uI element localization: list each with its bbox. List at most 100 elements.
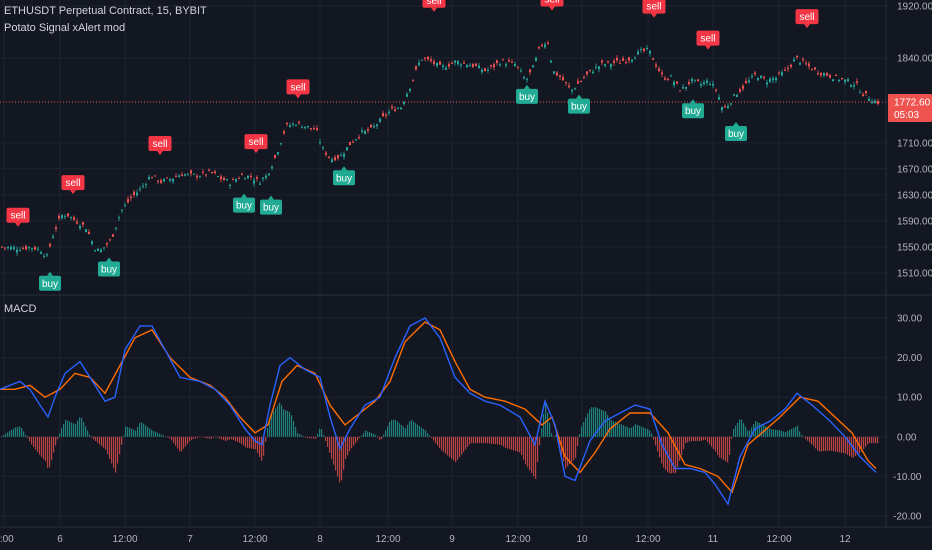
- histogram-bar: [659, 436, 661, 458]
- histogram-bar: [639, 425, 641, 437]
- histogram-bar: [821, 436, 823, 452]
- time-axis[interactable]: 4:00 6 12:00 7 12:00 8 12:00 9 12:00 10 12:00 11 12:…: [0, 534, 851, 545]
- histogram-bar: [291, 415, 293, 437]
- candle-body: [877, 101, 879, 105]
- histogram-bar: [313, 436, 315, 439]
- candle-body: [751, 75, 753, 78]
- candle-body: [121, 209, 123, 211]
- histogram-bar: [433, 436, 435, 441]
- candle-body: [46, 254, 48, 256]
- histogram-bar: [37, 436, 39, 453]
- candle-body: [37, 248, 39, 250]
- histogram-bar: [855, 436, 857, 456]
- candle-body: [712, 83, 714, 86]
- histogram-bar: [167, 436, 169, 438]
- candle-body: [619, 62, 621, 64]
- price-tag: 1772.60 05:03: [888, 93, 932, 122]
- histogram-bar: [833, 436, 835, 452]
- candle-body: [403, 101, 405, 105]
- histogram-bar: [77, 420, 79, 437]
- histogram-bar: [655, 436, 657, 446]
- histogram-bar: [485, 436, 487, 444]
- candle-body: [289, 125, 291, 127]
- histogram-bar: [607, 414, 609, 437]
- candle-body: [679, 90, 681, 92]
- candle-body: [676, 81, 678, 84]
- macd-title[interactable]: MACD: [4, 303, 37, 315]
- price-axis[interactable]: 1920.00 1840.00 1710.00 1670.00 1630.00 1590.…: [897, 2, 932, 280]
- candle-body: [583, 77, 585, 79]
- histogram-bar: [369, 432, 371, 437]
- candle-body: [538, 46, 540, 49]
- histogram-bar: [711, 436, 713, 447]
- candle-body: [295, 125, 297, 127]
- histogram-bar: [159, 433, 161, 437]
- candle-body: [343, 153, 345, 157]
- price-tag-value: 1772.60: [894, 97, 931, 108]
- histogram-bar: [233, 436, 235, 441]
- indicator-title[interactable]: Potato Signal xAlert mod: [4, 22, 126, 34]
- signal-label: buy: [685, 106, 701, 117]
- histogram-bar: [317, 433, 319, 437]
- histogram-bar: [829, 436, 831, 451]
- histogram-bar: [801, 435, 803, 437]
- histogram-bar: [79, 417, 81, 437]
- histogram-bar: [567, 436, 569, 467]
- histogram-bar: [463, 436, 465, 453]
- histogram-bar: [269, 418, 271, 437]
- candle-body: [202, 171, 204, 173]
- candle-body: [718, 97, 720, 100]
- candle-body: [229, 185, 231, 187]
- histogram-bar: [815, 436, 817, 449]
- histogram-bar: [869, 436, 871, 444]
- histogram-bar: [43, 436, 45, 460]
- candle-body: [829, 75, 831, 78]
- histogram-bar: [791, 428, 793, 437]
- macd-axis[interactable]: 30.00 20.00 10.00 0.00 -10.00 -20.00: [893, 314, 922, 523]
- candle-body: [1, 246, 3, 248]
- histogram-bar: [511, 436, 513, 450]
- histogram-bar: [123, 435, 125, 437]
- histogram-bar: [245, 436, 247, 448]
- histogram-bar: [415, 423, 417, 437]
- histogram-bar: [765, 426, 767, 437]
- candle-body: [640, 49, 642, 51]
- histogram-bar: [9, 431, 11, 437]
- sell-signal: sell: [286, 79, 310, 99]
- histogram-bar: [473, 436, 475, 444]
- histogram-bar: [107, 436, 109, 455]
- signal-label: sell: [700, 34, 715, 45]
- histogram-bar: [45, 436, 47, 462]
- signal-label: buy: [519, 92, 535, 103]
- symbol-title[interactable]: ETHUSDT Perpetual Contract, 15, BYBIT: [4, 5, 207, 17]
- candle-body: [667, 78, 669, 80]
- histogram-bar: [51, 436, 53, 460]
- histogram-bar: [683, 436, 685, 450]
- histogram-bar: [365, 430, 367, 437]
- histogram-bar: [237, 436, 239, 442]
- histogram-bar: [793, 427, 795, 437]
- histogram-bar: [581, 426, 583, 437]
- candle-body: [28, 246, 30, 249]
- histogram-bar: [503, 436, 505, 447]
- candle-body: [340, 155, 342, 157]
- histogram-bar: [447, 436, 449, 456]
- candle-body: [349, 141, 351, 146]
- histogram-bar: [721, 436, 723, 459]
- histogram-bar: [845, 436, 847, 454]
- candle-body: [664, 78, 666, 80]
- histogram-bar: [395, 419, 397, 437]
- histogram-bar: [631, 427, 633, 437]
- histogram-bar: [413, 421, 415, 437]
- candle-body: [862, 94, 864, 97]
- histogram-bar: [327, 436, 329, 447]
- histogram-bar: [751, 427, 753, 437]
- histogram-bar: [661, 436, 663, 464]
- histogram-bar: [179, 436, 181, 452]
- candle-body: [805, 63, 807, 65]
- histogram-bar: [17, 426, 19, 437]
- candle-body: [139, 188, 141, 190]
- candle-body: [484, 68, 486, 72]
- candle-body: [163, 179, 165, 182]
